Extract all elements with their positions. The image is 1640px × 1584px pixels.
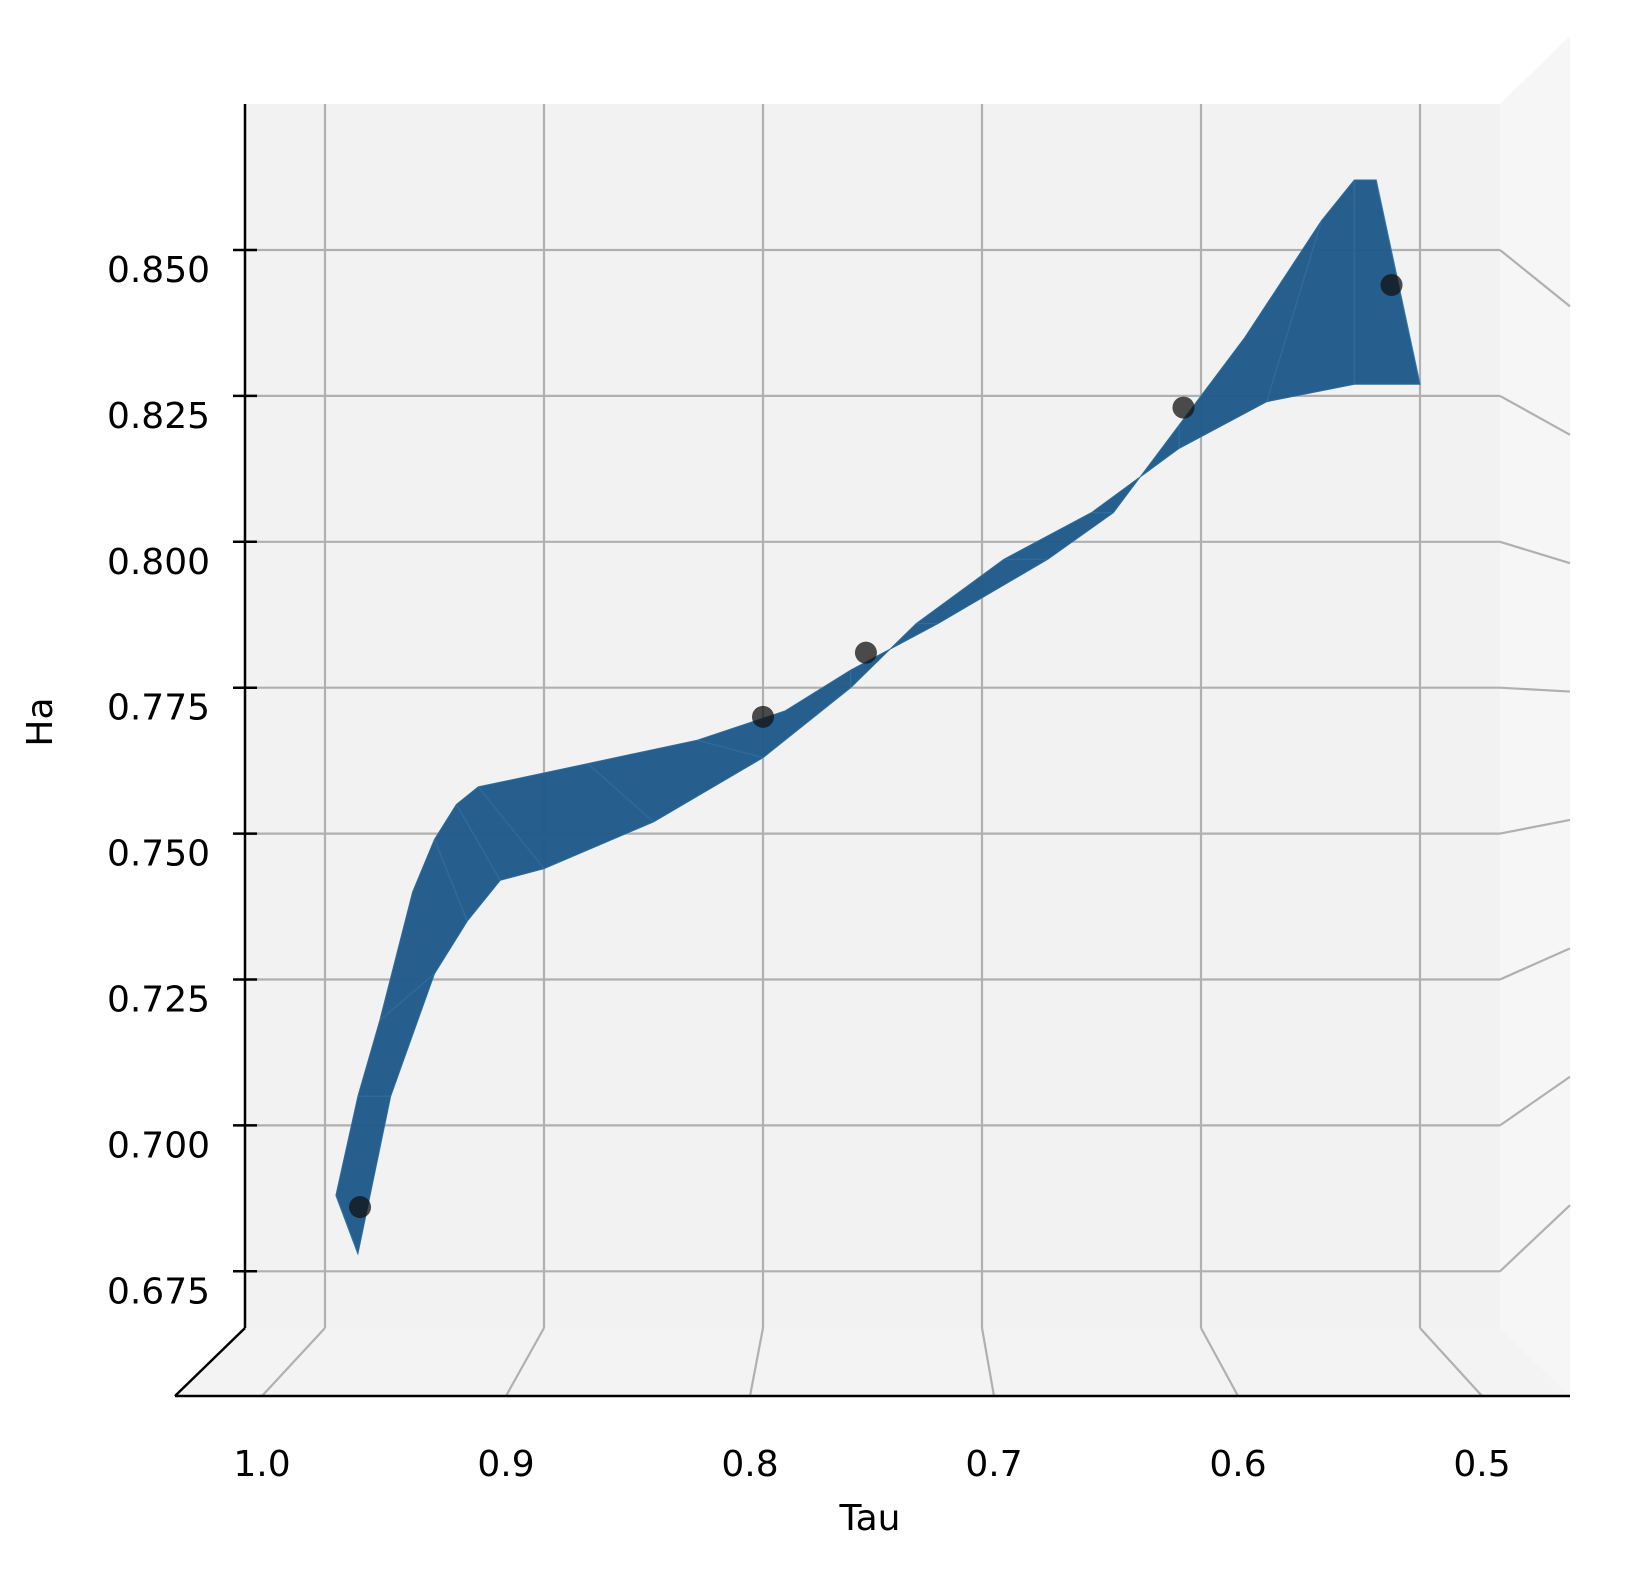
y-tick-label: 0.800 bbox=[107, 542, 210, 583]
y-gridline-side bbox=[1499, 947, 1571, 981]
x-gridline-floor bbox=[748, 1327, 765, 1397]
y-axis-title: Ha bbox=[20, 697, 61, 746]
y-gridline-side bbox=[1499, 249, 1571, 308]
data-point bbox=[1172, 396, 1195, 419]
data-point bbox=[854, 641, 877, 664]
x-tick-label: 0.7 bbox=[965, 1444, 1022, 1485]
x-tick-label: 0.9 bbox=[477, 1444, 534, 1485]
floor-pane bbox=[175, 1328, 1570, 1396]
y-tick-label: 0.725 bbox=[107, 980, 210, 1021]
axes bbox=[174, 104, 1570, 1398]
surface-band bbox=[335, 179, 1421, 1256]
x-gridline-floor bbox=[1200, 1327, 1239, 1397]
y-gridline-side bbox=[1499, 1075, 1571, 1127]
x-axis-title: Tau bbox=[839, 1498, 901, 1539]
y-tick-label: 0.750 bbox=[107, 834, 210, 875]
y-gridline-side bbox=[1499, 818, 1571, 835]
y-gridline-side bbox=[1499, 394, 1571, 436]
x-tick-label: 0.8 bbox=[721, 1444, 778, 1485]
y-gridline-side bbox=[1499, 1204, 1571, 1273]
tick-labels: 0.675 0.700 0.725 0.750 0.775 0.800 0.825 0.850… bbox=[107, 248, 1511, 1485]
data-point bbox=[1380, 274, 1403, 297]
x-tick-label: 0.6 bbox=[1209, 1444, 1266, 1485]
y-tick-label: 0.825 bbox=[107, 396, 210, 437]
scatter-points bbox=[349, 274, 1403, 1219]
surface-mesh-line bbox=[697, 739, 764, 759]
surface bbox=[335, 179, 1421, 1256]
gridlines bbox=[245, 104, 1571, 1397]
x-gridline-floor bbox=[980, 1327, 996, 1397]
surface-mesh-line bbox=[433, 839, 468, 922]
y-gridline-side bbox=[1499, 686, 1571, 693]
x-gridline-floor bbox=[261, 1327, 326, 1397]
surface-mesh-line bbox=[587, 763, 654, 823]
data-point bbox=[752, 705, 774, 728]
y-tick-label: 0.700 bbox=[107, 1125, 210, 1166]
surface-mesh-line bbox=[455, 804, 501, 881]
surface-mesh-line bbox=[1266, 220, 1323, 402]
x-gridline-floor bbox=[505, 1327, 545, 1397]
x-tick-label: 0.5 bbox=[1453, 1444, 1510, 1485]
data-point bbox=[349, 1196, 372, 1219]
x-tick-label: 1.0 bbox=[233, 1444, 290, 1485]
side-pane bbox=[1500, 36, 1570, 1396]
surface-mesh-line bbox=[335, 1195, 359, 1255]
y-tick-label: 0.675 bbox=[107, 1271, 210, 1312]
axis-corner-line bbox=[174, 1327, 246, 1397]
y-tick-label: 0.850 bbox=[107, 250, 210, 291]
surface-mesh-line bbox=[477, 786, 545, 869]
y-gridline-side bbox=[1499, 540, 1571, 565]
surface-mesh-line bbox=[379, 973, 435, 1021]
x-gridline-floor bbox=[1419, 1327, 1483, 1397]
y-tick-label: 0.775 bbox=[107, 688, 210, 729]
